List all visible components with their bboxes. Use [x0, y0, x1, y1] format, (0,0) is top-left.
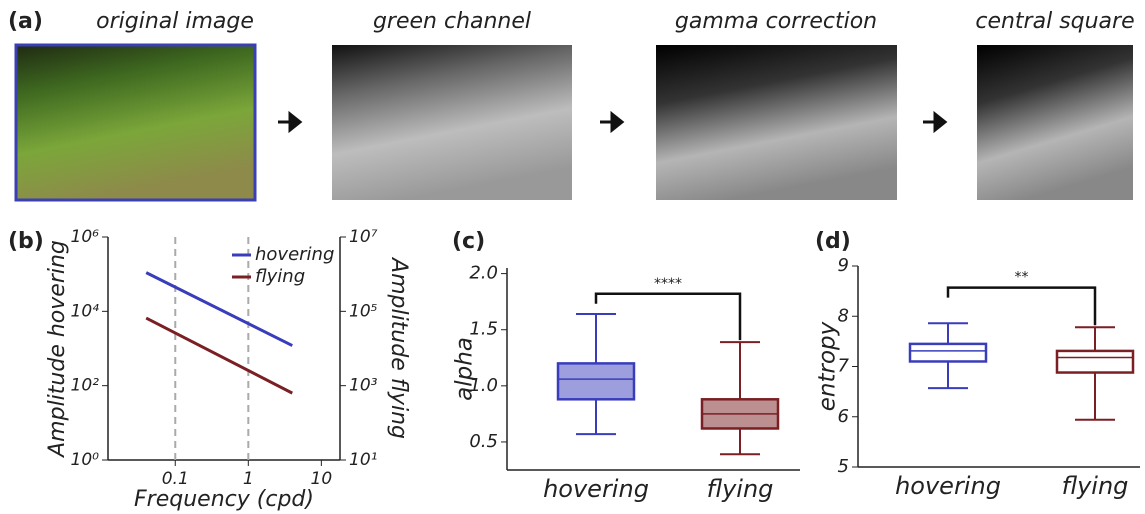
y-axis-label: Amplitude hovering: [45, 240, 70, 459]
significance-label: ****: [654, 276, 682, 292]
significance-label: **: [1015, 270, 1029, 286]
y-axis-label: entropy: [815, 321, 841, 411]
y-tick-label: 10⁶: [71, 227, 100, 247]
image: [656, 45, 897, 200]
x-tick-label: 0.1: [162, 469, 189, 489]
y-axis-label: alpha: [452, 337, 478, 401]
y-tick-label: 9: [838, 255, 849, 276]
box: [1057, 351, 1133, 373]
legend-label: hovering: [255, 244, 334, 265]
step-label: central square: [975, 9, 1134, 34]
image: [16, 45, 255, 200]
step-label: original image: [96, 9, 254, 34]
y2-tick-label: 10³: [349, 376, 378, 396]
legend-label: flying: [255, 266, 305, 287]
image: [977, 45, 1133, 200]
y-tick-label: 10⁴: [71, 301, 100, 321]
figure: (a) original image green channel gamma c…: [0, 0, 1145, 514]
step-label: green channel: [373, 9, 531, 34]
x-tick-label: flying: [1062, 472, 1129, 500]
series-line: [146, 318, 292, 393]
panel-label: (d): [815, 229, 851, 254]
significance-bracket: [948, 288, 1095, 326]
panel-label: (a): [8, 9, 43, 34]
significance-bracket: [596, 294, 740, 340]
y-tick-label: 5: [838, 456, 849, 477]
x-tick-label: hovering: [543, 475, 649, 503]
x-tick-label: 1: [243, 469, 254, 489]
image: [332, 45, 572, 200]
y2-axis-label: Amplitude flying: [386, 256, 411, 439]
x-tick-label: 10: [311, 469, 333, 489]
box: [558, 363, 634, 399]
y-tick-label: 2.0: [469, 263, 498, 284]
arrow: [278, 114, 300, 130]
arrow: [923, 114, 945, 130]
y-tick-label: 10²: [71, 376, 100, 396]
y2-tick-label: 10⁵: [349, 301, 378, 321]
y-tick-label: 0.5: [469, 431, 498, 452]
x-tick-label: hovering: [895, 472, 1001, 500]
x-axis-label: Frequency (cpd): [134, 487, 314, 512]
panel-label: (b): [8, 229, 44, 254]
y-tick-label: 1.5: [469, 319, 498, 340]
box: [910, 344, 986, 362]
y-tick-label: 10⁰: [71, 450, 100, 470]
arrow: [600, 114, 622, 130]
panel-label: (c): [452, 229, 485, 254]
step-label: gamma correction: [675, 9, 877, 34]
y2-tick-label: 10⁷: [349, 227, 378, 247]
y2-tick-label: 10¹: [349, 450, 377, 470]
x-tick-label: flying: [707, 475, 774, 503]
